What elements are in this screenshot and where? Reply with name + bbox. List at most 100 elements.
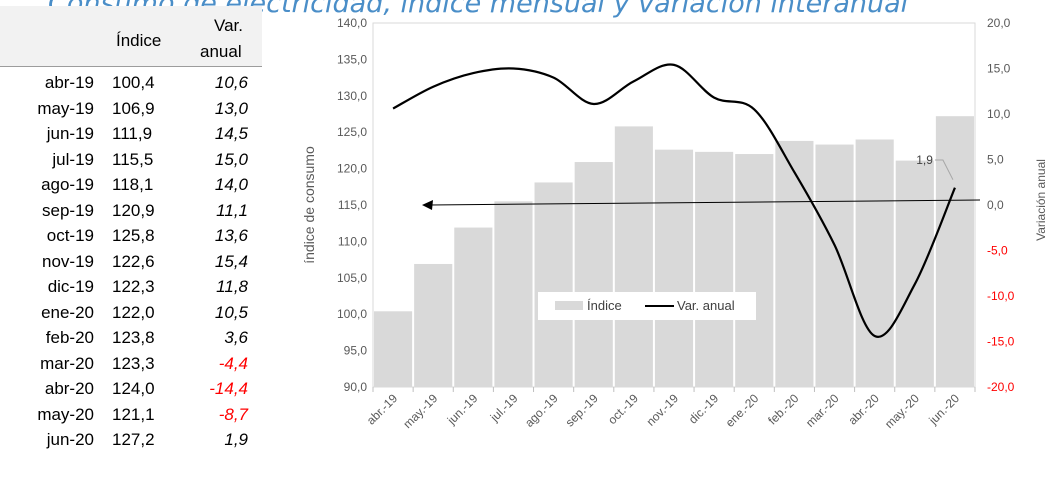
table-cell-month: ene-20 <box>41 302 94 322</box>
bar-abr.-20 <box>855 139 894 387</box>
x-tick-label: ene.-20 <box>723 391 762 430</box>
table-row: ene-20 122,0 10,5 <box>0 300 262 326</box>
table-row: jun-19 111,9 14,5 <box>0 121 262 147</box>
y-tick-label: 125,0 <box>337 125 367 139</box>
x-tick-label: feb.-20 <box>765 391 802 428</box>
table-cell-var: -14,4 <box>209 379 248 398</box>
table-cell-indice: 123,8 <box>112 328 155 347</box>
y2-tick-label: 20,0 <box>987 16 1011 30</box>
table-row: feb-20 123,8 3,6 <box>0 325 262 351</box>
table-cell-indice: 115,5 <box>112 149 154 169</box>
table-row: may-20 121,1 -8,7 <box>0 402 262 428</box>
table-cell-month: jun-20 <box>46 430 94 449</box>
table-row: sep-19 120,9 11,1 <box>0 198 262 224</box>
table-cell-var: 11,8 <box>216 277 248 296</box>
table-cell-month: jul-19 <box>52 149 94 169</box>
table-cell-var: 14,5 <box>214 124 248 143</box>
bar-oct.-19 <box>614 126 653 387</box>
table-cell-indice: 111,9 <box>112 124 153 143</box>
table-row: jul-19 115,5 15,0 <box>0 147 262 173</box>
table-cell-var: 10,6 <box>214 73 248 92</box>
table-cell-var: -8,7 <box>218 404 248 424</box>
table-row: oct-19 125,8 13,6 <box>0 223 262 249</box>
y2-tick-label: 10,0 <box>987 107 1011 121</box>
x-tick-label: jul.-19 <box>487 391 521 425</box>
table-header-rule <box>0 66 262 67</box>
y-axis-title: índice de consumo <box>301 146 317 264</box>
x-tick-label: nov.-19 <box>644 391 682 429</box>
table-cell-month: abr-19 <box>44 73 94 92</box>
bar-jun.-19 <box>454 227 493 387</box>
x-tick-label: jun.-19 <box>444 391 481 428</box>
table-cell-var: -4,4 <box>218 353 248 373</box>
table-row: abr-19 100,4 10,6 <box>0 70 262 96</box>
table-cell-indice: 121,1 <box>112 404 155 424</box>
bar-dic.-19 <box>695 151 734 387</box>
bar-may.-19 <box>414 263 453 387</box>
y2-tick-label: -20,0 <box>987 380 1015 394</box>
data-table: Índice Var. anual abr-19 100,4 10,6 may-19 1… <box>0 0 262 479</box>
table-cell-month: nov-19 <box>42 251 94 271</box>
x-tick-label: may.-19 <box>400 391 440 431</box>
y-tick-label: 105,0 <box>337 271 367 285</box>
table-cell-month: ago-19 <box>41 175 94 194</box>
bar-mar.-20 <box>815 144 854 387</box>
table-row: nov-19 122,6 15,4 <box>0 249 262 275</box>
bar-jul.-19 <box>494 201 533 387</box>
y-tick-label: 115,0 <box>338 198 367 212</box>
combo-chart: 90,0 95,0 100,0 105,0 110,0 115,0 120,0 125,0 13… <box>301 16 1048 431</box>
table-header-indice: Índice <box>116 31 162 50</box>
table-row: may-19 106,9 13,0 <box>0 96 262 122</box>
table-row: mar-20 123,3 -4,4 <box>0 351 262 377</box>
y-tick-label: 140,0 <box>337 16 367 30</box>
legend-label-var: Var. anual <box>677 298 735 313</box>
table-cell-var: 15,4 <box>214 251 248 271</box>
table-cell-indice: 118,1 <box>112 175 154 194</box>
bar-ene.-20 <box>735 154 774 387</box>
table-row: jun-20 127,2 1,9 <box>0 427 262 453</box>
bar-jun.-20 <box>935 116 974 388</box>
table-row: dic-19 122,3 11,8 <box>0 274 262 300</box>
table-cell-var: 13,0 <box>214 98 248 118</box>
table-cell-indice: 124,0 <box>112 379 155 398</box>
table-body: abr-19 100,4 10,6 may-19 106,9 13,0 jun-19 111,… <box>0 70 262 453</box>
x-tick-label: may.-20 <box>882 391 922 431</box>
table-cell-indice: 120,9 <box>112 200 155 220</box>
table-cell-var: 10,5 <box>214 302 248 322</box>
table-cell-indice: 106,9 <box>112 98 155 118</box>
table-cell-var: 13,6 <box>214 226 248 245</box>
table-cell-var: 1,9 <box>224 430 248 449</box>
bar-ago.-19 <box>534 182 573 387</box>
table-cell-month: may-19 <box>37 98 94 118</box>
y2-tick-label: -15,0 <box>987 335 1015 349</box>
x-tick-label: abr.-20 <box>845 391 882 428</box>
y2-tick-label: 0,0 <box>987 198 1004 212</box>
y-tick-label: 95,0 <box>344 344 368 358</box>
y2-axis-title: Variación anual <box>1034 159 1048 241</box>
bar-feb.-20 <box>775 140 814 387</box>
bar-may.-20 <box>895 160 934 387</box>
table-cell-indice: 122,3 <box>112 277 155 296</box>
table-header-var-line2: anual <box>200 42 242 61</box>
table-header-var-line1: Var. <box>214 16 243 35</box>
table-row: abr-20 124,0 -14,4 <box>0 376 262 402</box>
y2-tick-label: 5,0 <box>987 153 1004 167</box>
y-tick-label: 110,0 <box>338 234 367 248</box>
table-cell-var: 15,0 <box>214 149 248 169</box>
table-cell-month: feb-20 <box>45 328 94 347</box>
table-header <box>0 6 262 66</box>
y-tick-label: 135,0 <box>337 52 367 66</box>
bar-abr.-19 <box>374 311 413 387</box>
table-cell-indice: 122,6 <box>112 251 155 271</box>
annotation-arrow-line <box>429 199 981 206</box>
x-tick-label: dic.-19 <box>686 391 722 427</box>
bar-nov.-19 <box>654 149 694 387</box>
x-tick-label: ago.-19 <box>522 391 561 430</box>
y-tick-label: 90,0 <box>344 380 368 394</box>
table-row: ago-19 118,1 14,0 <box>0 172 262 198</box>
table-cell-indice: 100,4 <box>112 73 155 92</box>
y-tick-label: 130,0 <box>337 89 367 103</box>
table-cell-month: jun-19 <box>46 124 94 143</box>
y-tick-label: 100,0 <box>337 307 367 321</box>
y2-tick-label: -5,0 <box>987 244 1008 258</box>
